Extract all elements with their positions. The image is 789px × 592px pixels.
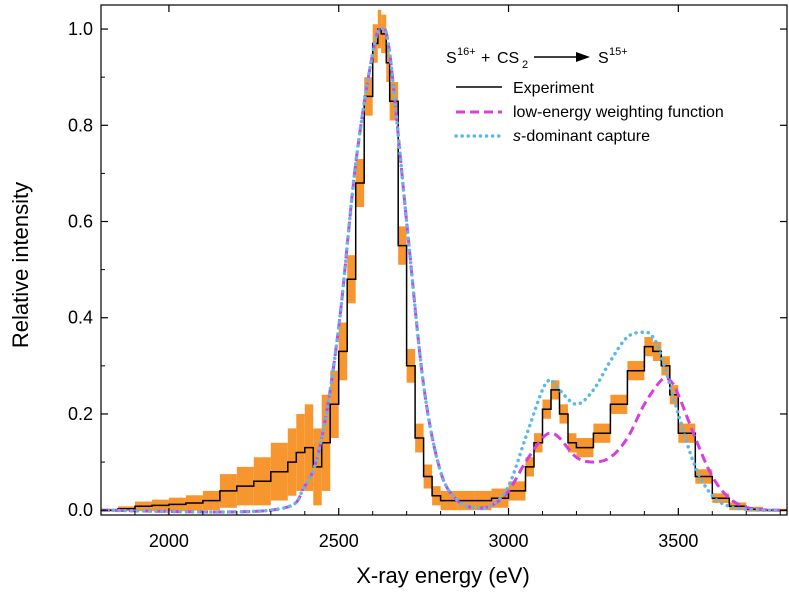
y-tick-label: 0.8 (68, 115, 93, 135)
y-tick-label: 0.6 (68, 212, 93, 232)
x-axis-title: X-ray energy (eV) (356, 563, 530, 588)
y-tick-label: 1.0 (68, 19, 93, 39)
reaction-projectile-charge: 16+ (457, 46, 476, 58)
tick-labels-layer: 2000 2500 3000 3500 0.0 0.2 0.4 0.6 0.8 1.0 (68, 19, 698, 551)
x-tick-label: 2000 (149, 531, 189, 551)
y-tick-label: 0.2 (68, 404, 93, 424)
reaction-target: CS (497, 50, 519, 67)
reaction-label: S 16+ + CS 2 S 15+ (446, 46, 628, 71)
y-axis-title: Relative intensity (8, 182, 33, 348)
y-tick-label: 0.4 (68, 308, 93, 328)
legend-label-s-dominant-rest: -dominant capture (521, 128, 650, 145)
x-tick-label: 2500 (319, 531, 359, 551)
axes-layer (100, 4, 788, 516)
reaction-product-charge: 15+ (609, 46, 628, 58)
reaction-target-subscript: 2 (522, 59, 528, 71)
series-line-experiment (101, 28, 787, 511)
reaction-plus: + (481, 50, 490, 67)
legend-label-s-dominant: s-dominant capture (513, 128, 650, 145)
reaction-projectile: S (446, 50, 457, 67)
legend-label-s-dominant-italic: s (513, 128, 521, 145)
series-line-low-energy (101, 26, 781, 514)
legend-label-low-energy: low-energy weighting function (513, 104, 724, 121)
plot-frame (100, 4, 788, 516)
legend-label-experiment: Experiment (513, 80, 594, 97)
reaction-arrow-head (576, 52, 590, 62)
series-line-s-dominant (101, 26, 782, 514)
series-lines-layer (101, 26, 787, 514)
y-tick-label: 0.0 (68, 500, 93, 520)
reaction-product: S (598, 50, 609, 67)
x-tick-label: 3500 (658, 531, 698, 551)
legend: S 16+ + CS 2 S 15+ Experiment low-energy… (446, 46, 724, 145)
x-tick-label: 3000 (489, 531, 529, 551)
